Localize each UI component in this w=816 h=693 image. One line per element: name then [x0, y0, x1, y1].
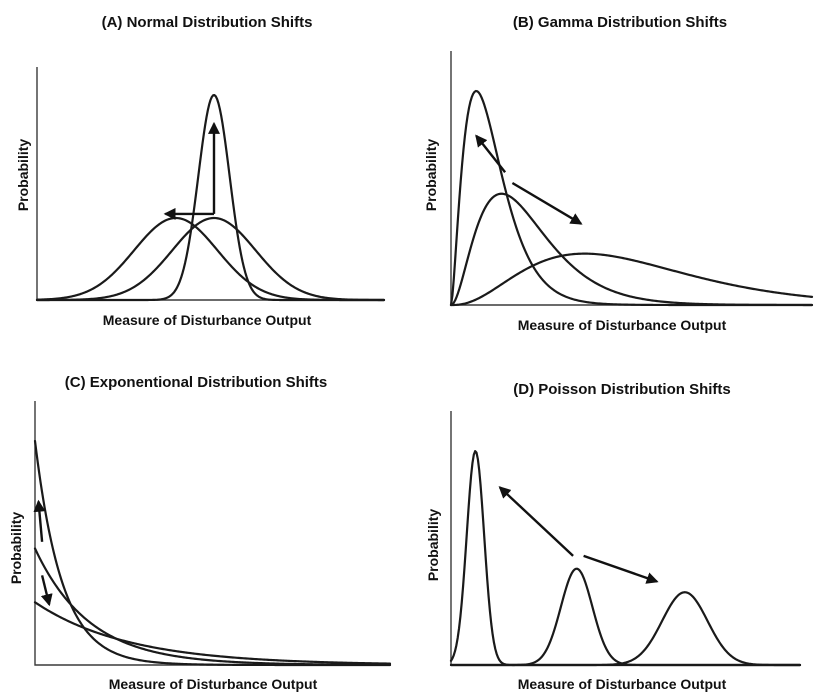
panel-b-ylabel: Probability [423, 139, 439, 212]
panel-d-curve-2 [449, 567, 802, 667]
panel-a-xlabel: Measure of Disturbance Output [103, 312, 312, 328]
panel-b: (B) Gamma Distribution Shifts Probabilit… [423, 14, 814, 333]
panel-b-axes [450, 51, 812, 306]
panel-c-shift-arrow-2 [40, 575, 53, 607]
panel-c-axes [34, 401, 390, 666]
panel-a-ylabel: Probability [15, 139, 31, 212]
panel-a: (A) Normal Distribution Shifts Probabili… [15, 14, 386, 328]
panel-b-shift-arrow-2 [511, 181, 583, 225]
panel-c: (C) Exponentional Distribution Shifts Pr… [8, 374, 392, 692]
panel-c-shift-arrow-1 [33, 499, 46, 542]
panel-d-curve-1 [449, 450, 802, 667]
panel-b-xlabel: Measure of Disturbance Output [518, 317, 727, 333]
panel-d-xlabel: Measure of Disturbance Output [518, 676, 727, 692]
panel-b-curve-2 [449, 192, 814, 307]
panel-d-shift-arrow-2 [583, 554, 659, 584]
panel-d: (D) Poisson Distribution Shifts Probabil… [425, 381, 802, 692]
panel-c-plot [33, 401, 392, 667]
panel-d-shift-arrow-1 [498, 486, 574, 557]
panel-a-curve-1 [35, 216, 386, 302]
panel-a-title: (A) Normal Distribution Shifts [102, 14, 313, 31]
panel-c-title: (C) Exponentional Distribution Shifts [65, 374, 328, 391]
panel-c-curve-3 [33, 601, 392, 665]
panel-b-title: (B) Gamma Distribution Shifts [513, 14, 727, 31]
panel-c-ylabel: Probability [8, 512, 24, 585]
panel-b-plot [449, 51, 814, 307]
panel-d-plot [449, 411, 802, 667]
panel-c-curve-1 [33, 439, 392, 667]
panel-a-plot [35, 67, 386, 302]
panel-c-xlabel: Measure of Disturbance Output [109, 676, 318, 692]
panel-b-curve-3 [449, 252, 814, 307]
panel-a-curve-3 [35, 94, 386, 302]
panel-b-curve-1 [449, 89, 814, 307]
panel-d-curve-3 [449, 591, 802, 667]
panel-d-axes [450, 411, 800, 666]
panel-c-curve-2 [33, 547, 392, 666]
panel-b-shift-arrow-1 [475, 134, 507, 174]
panel-d-ylabel: Probability [425, 509, 441, 582]
panel-a-curve-2 [35, 216, 386, 302]
panel-d-title: (D) Poisson Distribution Shifts [513, 381, 731, 398]
